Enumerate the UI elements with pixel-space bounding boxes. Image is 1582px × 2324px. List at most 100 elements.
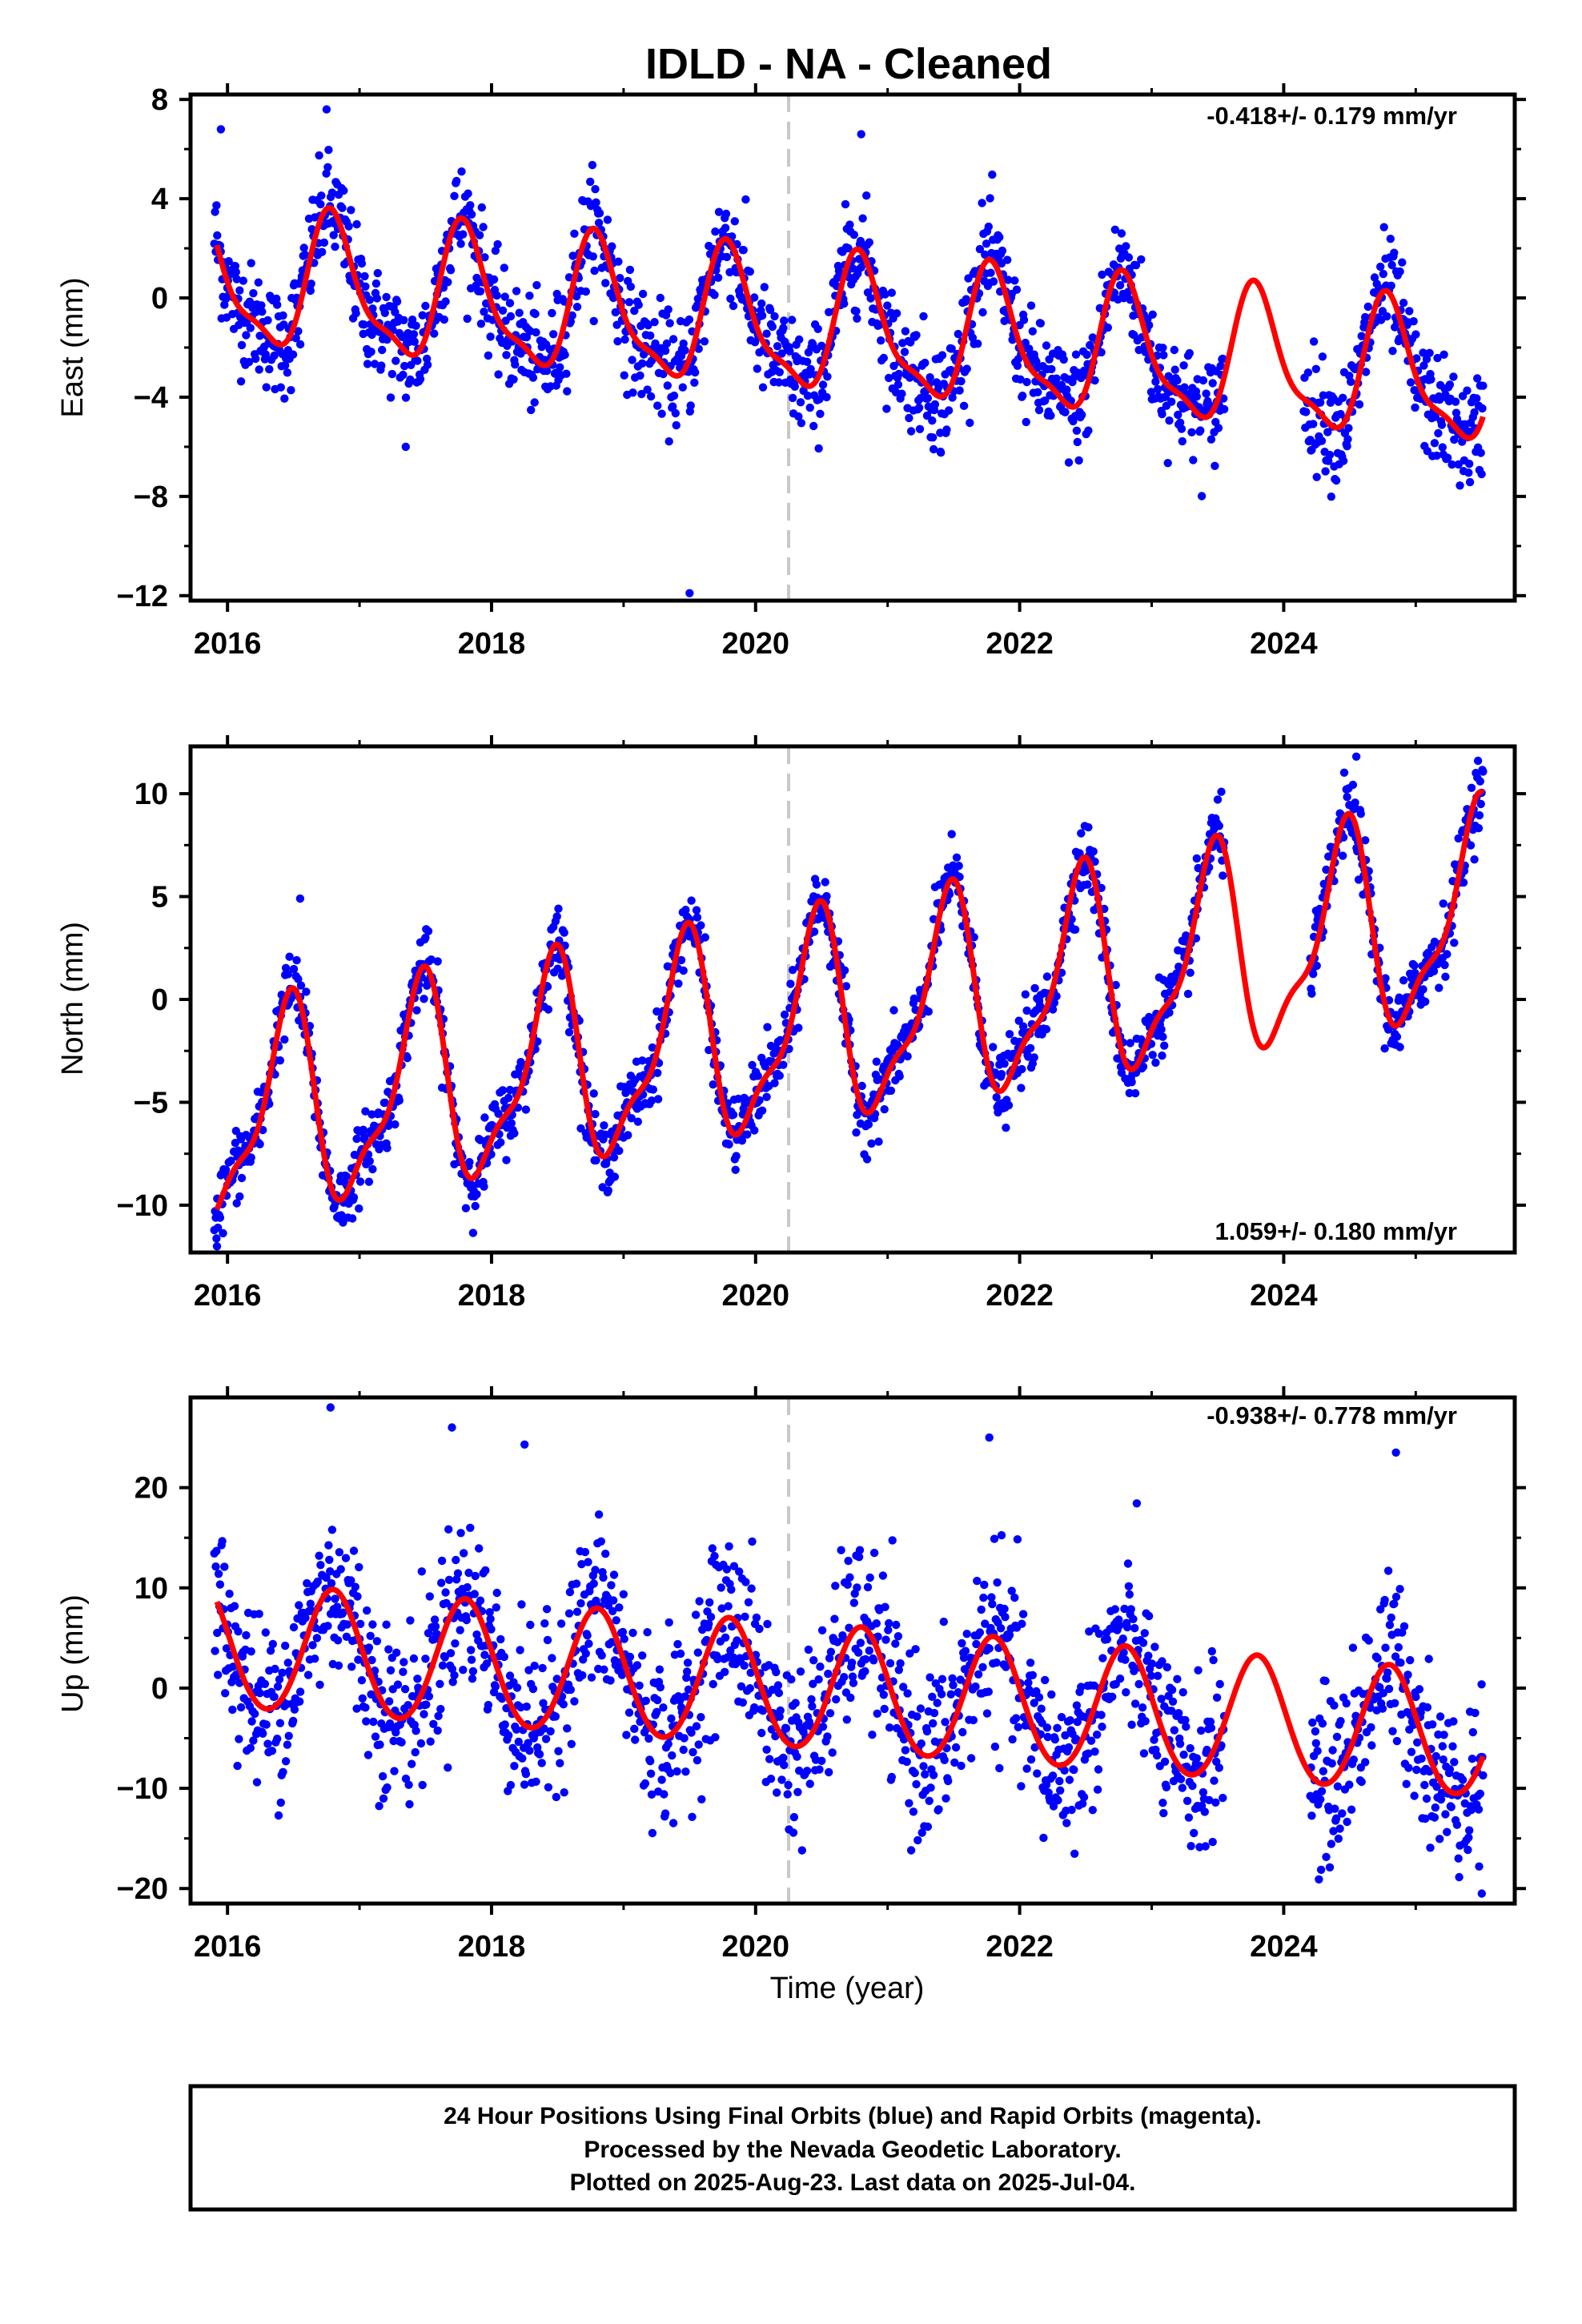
up-point xyxy=(816,1663,825,1671)
up-point xyxy=(797,1846,806,1855)
up-point xyxy=(750,1703,759,1712)
up-point xyxy=(225,1590,234,1598)
north-point xyxy=(280,1035,289,1044)
up-point xyxy=(1219,1793,1227,1803)
north-point xyxy=(653,1068,662,1078)
east-point xyxy=(440,315,448,324)
north-point xyxy=(296,981,306,990)
east-point xyxy=(1115,281,1125,290)
up-point xyxy=(840,1673,849,1682)
up-point xyxy=(666,1768,675,1778)
up-point xyxy=(975,1628,985,1637)
east-point xyxy=(588,252,597,261)
up-point xyxy=(247,1647,255,1656)
north-point xyxy=(954,862,963,870)
east-point xyxy=(1347,377,1355,386)
up-point xyxy=(452,1555,460,1565)
up-point xyxy=(1042,1780,1051,1789)
up-point xyxy=(1383,1668,1392,1677)
east-ytick-label: −8 xyxy=(134,480,168,514)
up-point xyxy=(1182,1796,1192,1805)
east-point xyxy=(1026,301,1036,310)
up-point xyxy=(846,1693,855,1703)
east-point xyxy=(1327,493,1336,501)
east-point xyxy=(962,295,971,304)
up-point xyxy=(894,1666,904,1675)
east-point xyxy=(671,408,680,418)
north-point xyxy=(862,1155,872,1164)
up-point xyxy=(987,1593,996,1602)
up-point xyxy=(949,1681,958,1690)
north-point xyxy=(1042,1025,1051,1034)
east-point xyxy=(669,402,677,411)
up-point xyxy=(1331,1814,1341,1823)
up-point xyxy=(814,1675,823,1684)
up-point xyxy=(1404,1763,1413,1772)
east-point xyxy=(372,294,382,303)
north-point xyxy=(1194,863,1203,873)
up-point xyxy=(893,1632,903,1641)
north-point xyxy=(496,1138,505,1147)
east-point xyxy=(840,299,849,308)
north-point xyxy=(1410,961,1419,970)
up-point xyxy=(520,1780,529,1789)
east-point xyxy=(382,292,391,302)
up-point xyxy=(1422,1794,1431,1803)
up-point xyxy=(1102,1634,1112,1644)
up-point xyxy=(887,1772,897,1782)
up-point xyxy=(357,1676,367,1685)
up-point xyxy=(375,1802,383,1811)
up-point xyxy=(522,1702,531,1711)
north-point xyxy=(275,1056,285,1065)
north-point xyxy=(701,933,709,942)
up-point xyxy=(853,1583,861,1592)
north-point xyxy=(1399,976,1408,985)
east-point xyxy=(653,401,662,410)
east-point xyxy=(459,230,468,239)
up-point xyxy=(673,1767,681,1776)
east-point xyxy=(276,383,285,392)
east-point xyxy=(589,316,598,326)
up-point xyxy=(832,1695,841,1704)
east-point xyxy=(1419,348,1427,357)
up-point xyxy=(1373,1654,1382,1663)
up-point xyxy=(766,1775,776,1783)
up-point xyxy=(1002,1663,1010,1671)
north-point xyxy=(294,975,303,983)
up-point xyxy=(885,1659,895,1668)
east-point xyxy=(556,363,564,372)
up-point xyxy=(802,1767,812,1775)
up-point xyxy=(270,1692,279,1701)
up-point xyxy=(1391,1592,1401,1602)
up-point xyxy=(324,1541,333,1550)
up-point xyxy=(431,1622,440,1631)
up-point xyxy=(1018,1619,1026,1628)
east-point xyxy=(638,359,647,368)
up-point xyxy=(371,1732,380,1741)
up-point xyxy=(807,1695,816,1704)
north-point xyxy=(1475,810,1484,820)
up-point xyxy=(1387,1613,1395,1622)
up-point xyxy=(1147,1659,1157,1668)
east-point xyxy=(592,198,600,207)
east-point xyxy=(620,335,629,344)
east-point xyxy=(224,257,233,266)
up-point xyxy=(990,1534,999,1543)
up-point xyxy=(738,1698,747,1707)
east-point xyxy=(1309,420,1318,428)
east-point xyxy=(476,320,486,328)
east-point xyxy=(1022,377,1031,387)
east-point xyxy=(1071,350,1081,359)
north-point xyxy=(1030,983,1039,993)
up-point xyxy=(660,1790,669,1799)
up-point xyxy=(1001,1613,1010,1622)
east-point xyxy=(1361,368,1371,376)
up-point xyxy=(1164,1691,1173,1700)
east-point xyxy=(1189,456,1198,464)
up-point xyxy=(1034,1693,1044,1702)
up-point xyxy=(1367,1723,1375,1732)
up-point xyxy=(817,1756,826,1765)
north-point xyxy=(1309,970,1318,979)
up-point xyxy=(412,1727,420,1735)
